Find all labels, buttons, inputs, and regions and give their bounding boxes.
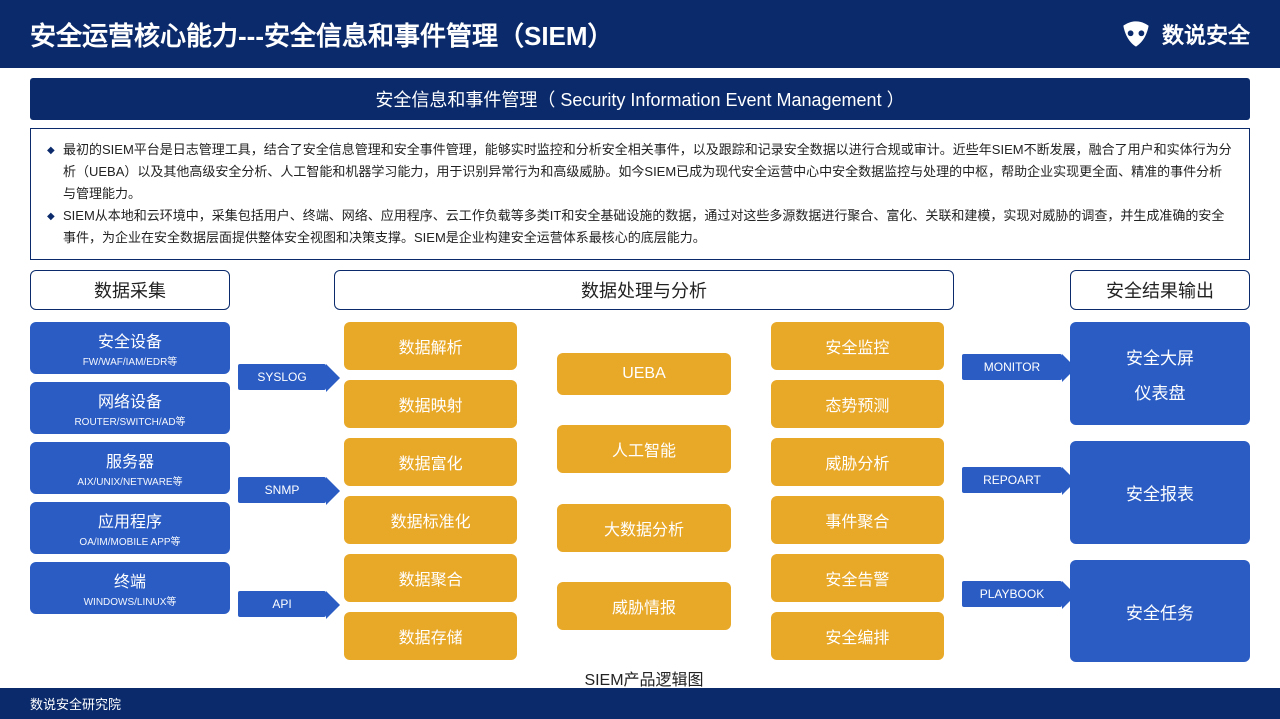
process-box-mid_col1-2: 数据富化 [344,438,517,486]
process-box-mid_col1-1: 数据映射 [344,380,517,428]
diagram-caption: SIEM产品逻辑图 [334,666,954,690]
header: 安全运营核心能力---安全信息和事件管理（SIEM） 数说安全 [0,0,1280,68]
output-box-0: 安全大屏仪表盘 [1070,322,1250,425]
section-header-mid: 数据处理与分析 [334,270,954,310]
process-box-mid_col3-5: 安全编排 [771,612,944,660]
source-box-2: 服务器AIX/UNIX/NETWARE等 [30,442,230,494]
brand-text: 数说安全 [1162,18,1250,50]
mid-col-security: 安全监控态势预测威胁分析事件聚合安全告警安全编排 [771,322,944,660]
arrow-output-1: REPOART [962,467,1062,493]
source-box-1: 网络设备ROUTER/SWITCH/AD等 [30,382,230,434]
arrow-input-1: SNMP [238,477,326,503]
source-box-4: 终端WINDOWS/LINUX等 [30,562,230,614]
process-box-mid_col1-4: 数据聚合 [344,554,517,602]
desc-paragraph-1: 最初的SIEM平台是日志管理工具，结合了安全信息管理和安全事件管理，能够实时监控… [47,139,1233,205]
arrow-input-2: API [238,591,326,617]
diagram-main: 数据采集 安全设备FW/WAF/IAM/EDR等网络设备ROUTER/SWITC… [0,270,1280,690]
arrows-output: MONITOR REPOART PLAYBOOK [962,270,1062,690]
owl-icon [1118,16,1154,52]
desc-paragraph-2: SIEM从本地和云环境中，采集包括用户、终端、网络、应用程序、云工作负载等多类I… [47,205,1233,249]
process-box-mid_col1-0: 数据解析 [344,322,517,370]
process-box-mid_col1-5: 数据存储 [344,612,517,660]
section-header-right: 安全结果输出 [1070,270,1250,310]
mid-col-parse: 数据解析数据映射数据富化数据标准化数据聚合数据存储 [344,322,517,660]
arrows-input: SYSLOG SNMP API [238,270,326,690]
process-box-mid_col3-2: 威胁分析 [771,438,944,486]
description-box: 最初的SIEM平台是日志管理工具，结合了安全信息管理和安全事件管理，能够实时监控… [30,128,1250,260]
process-box-mid_col1-3: 数据标准化 [344,496,517,544]
process-box-mid_col3-4: 安全告警 [771,554,944,602]
process-box-mid_col2-0: UEBA [557,353,730,395]
section-header-left: 数据采集 [30,270,230,310]
page-title: 安全运营核心能力---安全信息和事件管理（SIEM） [30,16,614,53]
process-box-mid_col2-3: 威胁情报 [557,582,730,630]
output-box-1: 安全报表 [1070,441,1250,544]
process-box-mid_col2-2: 大数据分析 [557,504,730,552]
process-box-mid_col2-1: 人工智能 [557,425,730,473]
footer: 数说安全研究院 [0,688,1280,719]
process-box-mid_col3-0: 安全监控 [771,322,944,370]
subtitle-bar: 安全信息和事件管理（ Security Information Event Ma… [30,78,1250,120]
source-box-3: 应用程序OA/IM/MOBILE APP等 [30,502,230,554]
arrow-input-0: SYSLOG [238,364,326,390]
mid-col-analytics: UEBA 人工智能大数据分析威胁情报 [557,322,730,660]
brand-logo: 数说安全 [1118,16,1250,52]
process-box-mid_col3-1: 态势预测 [771,380,944,428]
arrow-output-0: MONITOR [962,354,1062,380]
col-output: 安全结果输出 安全大屏仪表盘安全报表安全任务 [1070,270,1250,690]
arrow-output-2: PLAYBOOK [962,581,1062,607]
source-box-0: 安全设备FW/WAF/IAM/EDR等 [30,322,230,374]
col-data-collection: 数据采集 安全设备FW/WAF/IAM/EDR等网络设备ROUTER/SWITC… [30,270,230,690]
col-processing: 数据处理与分析 数据解析数据映射数据富化数据标准化数据聚合数据存储 UEBA 人工… [334,270,954,690]
output-box-2: 安全任务 [1070,560,1250,663]
process-box-mid_col3-3: 事件聚合 [771,496,944,544]
